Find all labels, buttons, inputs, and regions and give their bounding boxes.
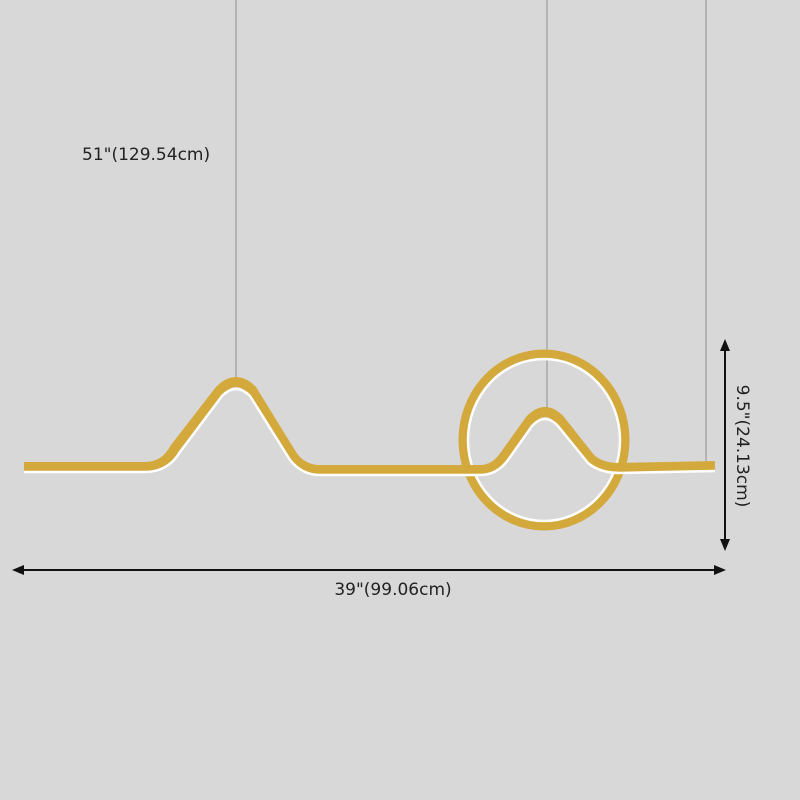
wave-fixture	[24, 377, 716, 477]
hanging-height-label: 51"(129.54cm)	[82, 145, 211, 165]
height-label: 9.5"(24.13cm)	[732, 384, 752, 508]
suspension-wires	[235, 0, 707, 462]
width-dimension-arrow	[12, 565, 726, 575]
width-label: 39"(99.06cm)	[334, 580, 452, 600]
ring-fixture	[458, 349, 630, 531]
height-dimension-arrow	[720, 339, 730, 551]
